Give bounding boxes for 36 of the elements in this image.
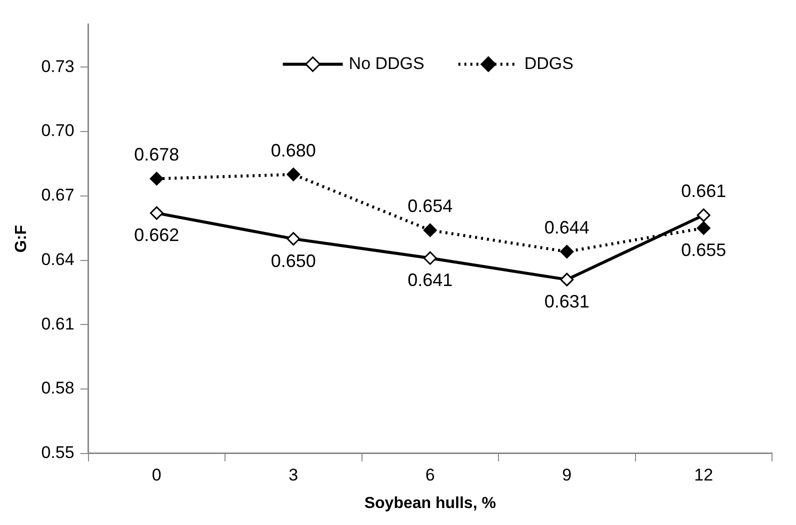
point xyxy=(150,206,164,220)
point xyxy=(423,251,437,265)
data-label: 0.655 xyxy=(681,240,726,260)
y-tick-label: 0.55 xyxy=(41,443,74,462)
y-tick-label: 0.70 xyxy=(41,121,74,140)
point xyxy=(286,168,300,182)
point xyxy=(150,172,164,186)
x-tick-label: 3 xyxy=(288,465,298,484)
legend-label: DDGS xyxy=(524,54,574,73)
x-tick-label: 0 xyxy=(152,465,162,484)
point xyxy=(560,244,574,258)
point xyxy=(286,232,300,246)
y-tick-label: 0.61 xyxy=(41,314,74,334)
data-label: 0.661 xyxy=(681,181,726,202)
y-tick-label: 0.64 xyxy=(41,250,74,269)
point xyxy=(696,208,710,222)
y-tick-label: 0.73 xyxy=(41,56,74,76)
y-tick-label: 0.58 xyxy=(41,378,74,398)
x-tick-label: 9 xyxy=(562,465,572,484)
x-tick-label: 6 xyxy=(425,465,435,484)
data-label: 0.654 xyxy=(408,196,453,216)
data-label: 0.680 xyxy=(270,140,316,160)
legend-label: No DDGS xyxy=(348,54,424,73)
data-label: 0.662 xyxy=(134,225,180,246)
data-label: 0.644 xyxy=(544,218,590,238)
x-axis-title: Soybean hulls, % xyxy=(364,494,496,512)
data-label: 0.650 xyxy=(270,250,316,271)
data-label: 0.631 xyxy=(544,292,590,312)
data-label: 0.678 xyxy=(134,144,180,165)
point xyxy=(423,223,437,237)
y-axis-title: G:F xyxy=(13,224,30,253)
point xyxy=(560,272,574,286)
data-label: 0.641 xyxy=(408,270,453,290)
y-tick-label: 0.67 xyxy=(41,186,74,205)
x-tick-label: 12 xyxy=(694,465,714,484)
point xyxy=(696,221,710,235)
